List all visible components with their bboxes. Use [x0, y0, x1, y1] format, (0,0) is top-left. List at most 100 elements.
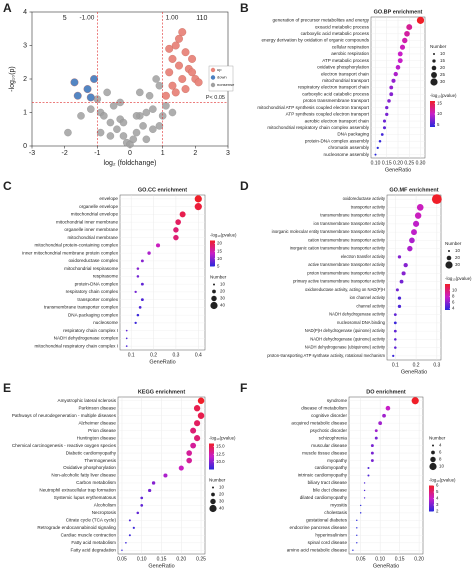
- category-label: nucleosomal DNA binding: [337, 320, 386, 325]
- threshold-label: -1.00: [80, 15, 95, 22]
- size-legend-dot: [429, 462, 437, 471]
- dot: [179, 211, 186, 218]
- dot: [395, 65, 401, 70]
- dot: [397, 296, 402, 300]
- dot: [392, 354, 395, 358]
- category-label: myopathy: [327, 458, 348, 463]
- dot: [356, 527, 358, 529]
- category-label: proton transmembrane transporter activit…: [307, 270, 386, 275]
- dot: [382, 126, 387, 130]
- dot: [194, 203, 202, 211]
- category-label: NADH dehydrogenase (quinone) activity: [310, 336, 386, 341]
- category-label: Systemic lupus erythematosus: [54, 495, 117, 500]
- dot: [134, 290, 137, 294]
- x-axis-label: GeneRatio: [149, 359, 175, 365]
- category-label: cognitive disorder: [311, 413, 347, 418]
- point: [149, 105, 157, 113]
- category-label: mitochondrial membrane: [67, 235, 118, 240]
- point: [171, 88, 180, 97]
- dot: [382, 413, 386, 418]
- dot: [393, 329, 397, 333]
- dot: [387, 99, 391, 103]
- category-label: acquired metabolic disease: [291, 420, 347, 425]
- category-label: active transmembrane transporter activit…: [308, 262, 386, 267]
- dot: [367, 467, 370, 470]
- category-label: respiratory chain complex I: [63, 328, 118, 333]
- x-tick-label: 0.20: [414, 556, 424, 562]
- category-label: gestational diabetes: [306, 518, 348, 523]
- colorbar: [445, 284, 450, 310]
- category-label: electron transport chain: [321, 71, 369, 76]
- category-label: ion transmembrane transporter activity: [314, 221, 386, 226]
- dot: [370, 459, 374, 462]
- point: [194, 78, 203, 87]
- dot: [374, 153, 377, 156]
- category-label: Prion disease: [88, 428, 116, 433]
- dot: [155, 243, 161, 248]
- category-label: Pathways of neurodegeneration - multiple…: [12, 413, 117, 418]
- category-label: mitochondrial transport: [322, 78, 369, 83]
- category-label: DNA packaging complex: [68, 312, 119, 317]
- point: [155, 81, 164, 90]
- point: [103, 88, 111, 97]
- size-legend-label: 6: [439, 450, 442, 455]
- legend-swatch: [210, 75, 216, 80]
- color-legend-title: -log₁₀(pvalue): [209, 436, 236, 441]
- dot: [382, 119, 387, 123]
- point: [149, 125, 157, 134]
- dot: [406, 24, 413, 31]
- point: [175, 61, 183, 70]
- colorbar-label: 3: [436, 502, 439, 507]
- dot: [190, 442, 197, 449]
- category-label: ATP metabolic process: [322, 58, 370, 63]
- threshold-label: P< 0.05: [206, 95, 225, 101]
- point: [175, 34, 183, 43]
- category-label: Retrograde endocannabinoid signaling: [37, 525, 116, 530]
- dot: [393, 321, 397, 325]
- category-label: biliary tract disease: [308, 480, 348, 485]
- category-label: muscle tissue disease: [302, 450, 347, 455]
- category-label: disease of metabolism: [301, 405, 347, 410]
- category-label: nucleosome: [93, 320, 118, 325]
- category-label: muscular disease: [311, 443, 347, 448]
- size-legend-dot: [212, 289, 216, 294]
- category-label: spinal cord disease: [308, 540, 348, 545]
- category-label: syndrome: [327, 398, 348, 403]
- threshold-label: 1.00: [166, 15, 179, 22]
- category-label: psychotic disorder: [310, 428, 347, 433]
- size-legend-dot: [448, 250, 450, 252]
- category-label: envelope: [99, 196, 118, 201]
- panel-letter: E: [3, 381, 11, 395]
- dot: [148, 488, 152, 493]
- category-label: mitochondrial protein-containing complex: [35, 243, 119, 248]
- dot: [416, 16, 425, 24]
- category-label: ion channel activity: [350, 295, 386, 300]
- dot: [128, 519, 131, 522]
- category-label: mitochondrial respiratory chain complex …: [267, 125, 369, 130]
- category-label: Citrate cycle (TCA cycle): [66, 518, 117, 523]
- colorbar-label: 15: [217, 248, 222, 253]
- size-legend-title: Number: [430, 44, 447, 49]
- point: [132, 128, 141, 137]
- dot: [163, 473, 168, 478]
- category-label: Fatty acid degradation: [71, 547, 117, 552]
- size-legend-label: 15: [440, 58, 445, 63]
- dot: [178, 465, 184, 471]
- point: [188, 68, 197, 77]
- dot: [411, 397, 419, 405]
- size-legend-label: 10: [440, 51, 445, 56]
- colorbar-label: 15.0: [216, 444, 225, 449]
- x-axis-label: GeneRatio: [385, 167, 411, 173]
- category-label: Cardiac muscle contraction: [61, 533, 117, 538]
- dot: [370, 451, 374, 455]
- dot: [125, 541, 127, 544]
- x-tick-label: 2: [193, 150, 197, 157]
- size-legend-label: 10: [455, 248, 460, 253]
- category-label: proton transmembrane transport: [303, 98, 370, 103]
- category-label: Thermogenesis: [84, 458, 116, 463]
- dot: [140, 259, 144, 263]
- dot: [363, 482, 366, 484]
- point: [129, 135, 138, 144]
- point: [181, 48, 190, 57]
- point: [77, 112, 85, 120]
